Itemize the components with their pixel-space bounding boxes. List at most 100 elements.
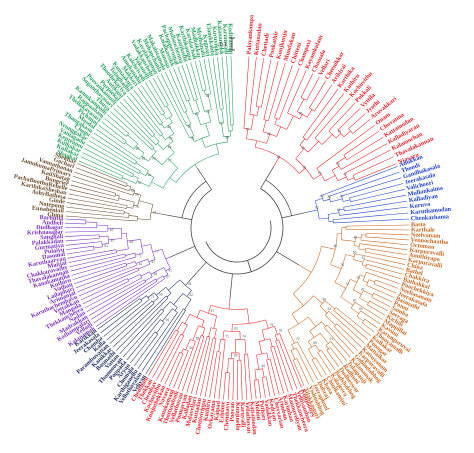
tree-branch bbox=[84, 148, 134, 175]
bootstrap-value: 79 bbox=[245, 128, 249, 132]
tree-branch bbox=[196, 310, 201, 318]
tree-branch bbox=[261, 330, 265, 341]
tree-branch bbox=[221, 109, 224, 123]
tree-branch bbox=[346, 224, 409, 227]
tree-branch bbox=[148, 79, 166, 108]
tree-branch bbox=[95, 278, 165, 327]
tree-branch bbox=[373, 283, 397, 294]
tree-branch bbox=[335, 307, 372, 337]
tree-branch bbox=[77, 267, 139, 293]
tree-branch bbox=[108, 238, 122, 241]
tree-branch bbox=[319, 306, 328, 314]
leaf-label: Dudhagar bbox=[36, 224, 63, 231]
tree-branch bbox=[126, 319, 161, 361]
tree-branch bbox=[228, 299, 231, 310]
tree-branch bbox=[227, 358, 229, 373]
tree-branch bbox=[74, 171, 130, 192]
tree-branch bbox=[130, 92, 164, 135]
tree-branch bbox=[247, 308, 250, 324]
tree-branch bbox=[313, 174, 322, 180]
tree-branch bbox=[308, 349, 315, 359]
bootstrap-value: 67 bbox=[211, 309, 215, 313]
tree-branch bbox=[162, 308, 173, 322]
tree-branch bbox=[306, 109, 313, 118]
tree-branch bbox=[343, 154, 348, 160]
tree-branch bbox=[139, 152, 145, 160]
tree-branch bbox=[298, 264, 312, 273]
tree-branch bbox=[253, 380, 257, 399]
bootstrap-value: 47 bbox=[343, 172, 347, 176]
tree-branch bbox=[332, 165, 340, 171]
tree-branch bbox=[262, 326, 275, 331]
tree-branch bbox=[150, 267, 164, 275]
tree-branch bbox=[65, 238, 100, 242]
tree-branch bbox=[315, 198, 323, 202]
tree-branch bbox=[344, 200, 407, 212]
leaf-label: Ginde bbox=[48, 196, 65, 205]
tree-branch bbox=[134, 161, 137, 165]
tree-branch bbox=[189, 313, 205, 321]
bootstrap-value: 70 bbox=[296, 337, 300, 341]
tree-branch bbox=[296, 347, 314, 383]
tree-branch bbox=[69, 189, 119, 201]
tree-branch bbox=[186, 123, 192, 127]
tree-branch bbox=[163, 141, 174, 150]
tree-branch bbox=[269, 358, 280, 395]
tree-branch bbox=[287, 329, 295, 344]
tree-branch bbox=[218, 339, 226, 400]
tree-branch bbox=[103, 299, 150, 337]
bootstrap-value: 96 bbox=[135, 193, 139, 197]
tree-branch bbox=[353, 289, 362, 295]
tree-branch bbox=[324, 300, 335, 310]
bootstrap-value: 62 bbox=[190, 293, 194, 297]
leaf-label: Manjal bbox=[47, 259, 68, 270]
tree-branch bbox=[141, 244, 151, 247]
tree-branch bbox=[328, 196, 331, 203]
leaf-label: China bbox=[406, 261, 423, 271]
tree-branch bbox=[184, 299, 192, 310]
tree-branch bbox=[340, 143, 388, 170]
tree-branch bbox=[66, 249, 95, 255]
tree-branch bbox=[275, 335, 278, 341]
tree-branch bbox=[72, 262, 126, 280]
tree-branch bbox=[196, 112, 201, 125]
bootstrap-value: 57 bbox=[138, 181, 142, 185]
tree-branch bbox=[334, 326, 358, 351]
tree-branch bbox=[243, 56, 250, 129]
tree-branch bbox=[343, 199, 351, 202]
tree-branch bbox=[373, 293, 393, 303]
tree-branch bbox=[125, 183, 128, 187]
bootstrap-value: 40 bbox=[148, 173, 152, 177]
tree-branch bbox=[350, 302, 356, 309]
tree-branch bbox=[358, 243, 360, 250]
tree-branch bbox=[222, 330, 225, 340]
tree-branch bbox=[165, 267, 171, 272]
tree-branch bbox=[364, 248, 367, 253]
tree-branch bbox=[259, 338, 270, 342]
tree-branch bbox=[174, 307, 178, 311]
tree-branch bbox=[156, 275, 163, 281]
tree-branch bbox=[208, 58, 220, 124]
tree-branch bbox=[191, 136, 195, 142]
tree-branch bbox=[141, 84, 162, 116]
tree-branch bbox=[93, 246, 103, 249]
leaf-label: Vadakkan bbox=[262, 399, 273, 427]
tree-branch bbox=[360, 274, 365, 277]
tree-branch bbox=[66, 206, 124, 215]
tree-branch bbox=[191, 336, 208, 394]
tree-branch bbox=[352, 156, 394, 176]
tree-branch bbox=[93, 246, 95, 250]
tree-branch bbox=[80, 278, 128, 301]
tree-branch bbox=[243, 354, 248, 400]
tree-branch bbox=[117, 195, 120, 201]
tree-branch bbox=[324, 175, 336, 182]
tree-branch bbox=[297, 341, 318, 381]
clade-stem bbox=[166, 214, 192, 220]
tree-branch bbox=[330, 341, 347, 361]
tree-branch bbox=[308, 332, 321, 342]
tree-branch bbox=[326, 350, 339, 367]
tree-branch bbox=[186, 336, 205, 393]
tree-branch bbox=[133, 143, 139, 150]
tree-branch bbox=[141, 156, 149, 162]
leaf-label: Eunabenian bbox=[32, 205, 65, 215]
